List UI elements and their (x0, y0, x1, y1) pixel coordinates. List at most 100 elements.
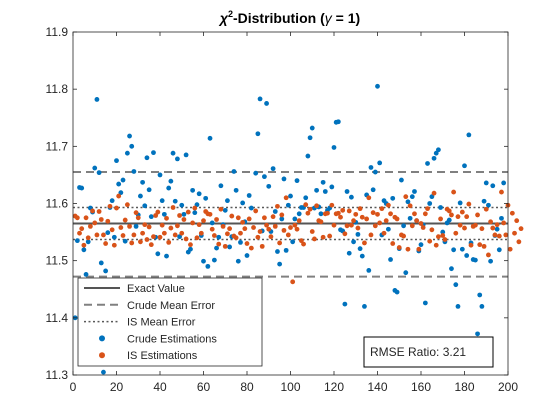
crude-point-95 (277, 261, 283, 267)
is-point-70 (222, 243, 228, 249)
is-point-13 (98, 217, 104, 222)
crude-point-128 (349, 194, 354, 200)
is-point-57 (194, 235, 200, 241)
is-point-25 (124, 202, 130, 208)
crude-point-112 (314, 187, 319, 193)
is-point-150 (396, 245, 402, 250)
is-point-123 (338, 214, 343, 220)
is-point-29 (133, 210, 139, 216)
legend: Exact Value Crude Mean Error IS Mean Error… (77, 277, 263, 367)
is-point-193 (490, 225, 496, 231)
is-point-158 (414, 218, 420, 224)
is-point-203 (512, 230, 517, 236)
crude-point-129 (351, 239, 356, 245)
x-tick-label-100: 100 (280, 380, 300, 394)
crude-point-164 (427, 201, 433, 206)
is-point-84 (253, 208, 259, 214)
crude-point-176 (453, 282, 459, 288)
is-point-96 (279, 212, 285, 218)
is-point-152 (401, 233, 406, 239)
is-point-100 (288, 225, 293, 230)
is-point-120 (331, 222, 337, 228)
is-point-87 (259, 243, 265, 249)
is-point-199 (503, 232, 509, 238)
is-point-164 (427, 238, 433, 244)
crude-point-11 (94, 97, 100, 102)
crude-point-96 (279, 216, 285, 222)
crude-point-185 (472, 257, 478, 263)
title-chi: χ (218, 10, 229, 26)
x-tick-label-160: 160 (411, 380, 431, 394)
crude-point-35 (146, 187, 152, 193)
is-point-129 (351, 218, 356, 224)
is-point-19 (111, 242, 117, 248)
crude-point-19 (111, 234, 117, 240)
is-point-90 (266, 226, 272, 232)
crude-point-137 (368, 165, 374, 170)
is-point-185 (472, 222, 478, 228)
crude-point-10 (92, 165, 98, 171)
is-point-68 (218, 206, 224, 212)
x-tick-label-20: 20 (110, 380, 124, 394)
crude-point-81 (246, 193, 252, 198)
crude-point-102 (292, 216, 298, 222)
is-point-186 (475, 212, 480, 218)
y-tick-label-11.3: 11.3 (46, 368, 69, 382)
y-tick-label-11.6: 11.6 (46, 197, 69, 211)
crude-point-136 (366, 267, 372, 273)
is-point-14 (101, 232, 106, 238)
is-point-153 (403, 194, 409, 200)
crude-point-90 (266, 183, 272, 189)
is-point-155 (407, 203, 413, 209)
crude-point-56 (192, 210, 198, 216)
is-point-78 (240, 219, 246, 225)
is-point-58 (196, 222, 202, 228)
is-point-6 (83, 215, 89, 221)
is-point-7 (85, 235, 91, 241)
crude-point-97 (281, 176, 287, 182)
is-point-28 (131, 232, 137, 238)
is-point-156 (409, 223, 415, 229)
is-point-72 (227, 226, 233, 232)
crude-point-47 (172, 198, 178, 204)
crude-point-170 (440, 229, 446, 235)
crude-point-114 (318, 211, 324, 217)
is-point-12 (96, 209, 102, 214)
is-point-9 (90, 208, 95, 214)
crude-point-75 (233, 187, 239, 193)
crude-point-98 (283, 247, 289, 253)
crude-point-7 (85, 239, 91, 245)
crude-point-175 (451, 247, 457, 253)
is-point-5 (81, 242, 87, 248)
is-point-50 (179, 230, 185, 236)
is-point-17 (107, 203, 113, 209)
is-point-42 (161, 230, 167, 236)
crude-point-186 (475, 331, 480, 337)
is-point-69 (220, 223, 226, 229)
is-point-180 (462, 225, 467, 231)
crude-point-12 (96, 170, 102, 176)
is-point-76 (235, 215, 241, 221)
is-point-179 (459, 209, 465, 215)
is-point-175 (451, 189, 457, 195)
is-point-140 (375, 211, 380, 217)
is-point-162 (422, 211, 428, 217)
crude-point-120 (331, 145, 337, 150)
crude-point-50 (179, 202, 185, 208)
is-point-63 (207, 211, 213, 217)
is-point-20 (114, 205, 119, 211)
legend-label-4: IS Estimations (127, 350, 198, 362)
crude-point-5 (81, 247, 87, 253)
is-point-15 (103, 241, 109, 246)
is-point-35 (146, 224, 152, 230)
crude-point-108 (305, 153, 311, 159)
is-point-33 (142, 222, 148, 228)
crude-point-178 (457, 200, 463, 206)
crude-point-4 (79, 185, 85, 191)
is-point-77 (238, 230, 243, 236)
is-point-75 (233, 235, 239, 241)
y-tick-label-11.8: 11.8 (46, 82, 69, 96)
crude-point-13 (98, 260, 104, 266)
crude-point-188 (479, 304, 485, 309)
crude-point-32 (140, 179, 146, 185)
